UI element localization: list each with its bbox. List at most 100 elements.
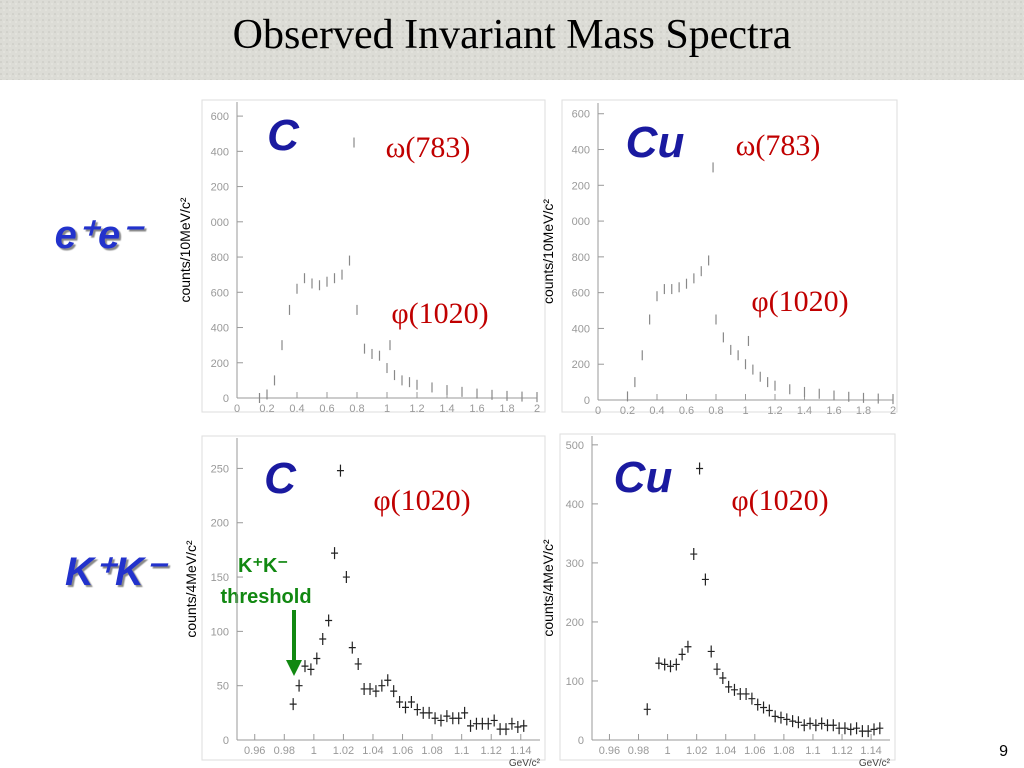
x-tick-label: 0 <box>595 405 601 417</box>
data-point <box>783 713 791 726</box>
y-tick-label: 600 <box>211 287 229 299</box>
chart-title: Cu <box>614 453 673 502</box>
y-tick-label: 400 <box>572 323 590 335</box>
y-tick-label: 0 <box>223 393 229 405</box>
data-point <box>818 717 826 730</box>
annotation: φ(1020) <box>731 484 828 517</box>
x-tick-label: 1.06 <box>392 745 413 757</box>
y-tick-label: 0 <box>223 735 229 747</box>
data-point <box>672 658 680 671</box>
data-point <box>496 723 504 736</box>
data-point <box>455 712 463 725</box>
x-tick-label: 1.1 <box>454 745 469 757</box>
x-tick-label: 0.6 <box>319 403 334 415</box>
data-point <box>666 660 674 673</box>
x-tick-label: 1.04 <box>715 745 736 757</box>
data-point <box>829 719 837 732</box>
data-point <box>812 719 820 732</box>
x-tick-label: 1 <box>742 405 748 417</box>
y-tick-label: 000 <box>211 217 229 229</box>
data-point <box>431 712 439 725</box>
data-point <box>419 706 427 719</box>
y-tick-label: 100 <box>566 676 584 688</box>
data-point <box>401 701 409 714</box>
row-label: e⁺e⁻ <box>55 213 146 257</box>
data-point <box>707 645 715 658</box>
x-tick-label: 1.6 <box>826 405 841 417</box>
data-point <box>794 716 802 729</box>
data-point <box>372 685 380 698</box>
data-point <box>760 701 768 714</box>
page-number: 9 <box>999 743 1008 760</box>
x-tick-label: 0.2 <box>620 405 635 417</box>
data-point <box>295 679 303 692</box>
x-axis-label: GeV/c² <box>509 758 541 768</box>
x-axis-label: GeV/c² <box>859 758 891 768</box>
chart-title: C <box>267 111 300 160</box>
data-point <box>765 704 773 717</box>
y-tick-label: 600 <box>572 109 590 121</box>
x-tick-label: 1.04 <box>362 745 383 757</box>
x-tick-label: 1.1 <box>805 745 820 757</box>
y-tick-label: 200 <box>211 358 229 370</box>
y-tick-label: 400 <box>211 323 229 335</box>
data-point <box>806 717 814 730</box>
data-point <box>800 719 808 732</box>
x-tick-label: 2 <box>890 405 896 417</box>
data-point <box>413 703 421 716</box>
plot-frame <box>559 433 896 761</box>
data-point <box>301 660 309 673</box>
x-tick-label: 0.96 <box>599 745 620 757</box>
y-tick-label: 100 <box>211 626 229 638</box>
data-point <box>443 710 451 723</box>
x-tick-label: 1 <box>665 745 671 757</box>
y-tick-label: 200 <box>572 180 590 192</box>
annotation: ω(783) <box>736 129 821 162</box>
threshold-label: K⁺K⁻ <box>238 555 288 577</box>
y-tick-label: 800 <box>211 252 229 264</box>
x-tick-label: 1 <box>384 403 390 415</box>
data-point <box>730 683 738 696</box>
y-tick-label: 500 <box>566 440 584 452</box>
data-point <box>696 462 704 475</box>
data-point <box>678 648 686 661</box>
x-tick-label: 1.8 <box>499 403 514 415</box>
threshold-label: threshold <box>220 586 311 608</box>
data-point <box>719 672 727 685</box>
title-band <box>0 0 1024 80</box>
x-tick-label: 1.02 <box>686 745 707 757</box>
data-point <box>449 712 457 725</box>
data-point <box>336 464 344 477</box>
x-tick-label: 1.02 <box>333 745 354 757</box>
data-point <box>366 682 374 695</box>
slide-title: Observed Invariant Mass Spectra <box>233 12 792 58</box>
data-point <box>701 573 709 586</box>
data-point <box>425 706 433 719</box>
data-point <box>384 674 392 687</box>
data-point <box>864 725 872 738</box>
x-tick-label: 0.98 <box>628 745 649 757</box>
data-point <box>461 706 469 719</box>
y-tick-label: 800 <box>572 252 590 264</box>
data-point <box>748 692 756 705</box>
y-axis-label: counts/4MeV/c² <box>183 540 199 638</box>
data-point <box>690 548 698 561</box>
data-point <box>684 640 692 653</box>
y-tick-label: 200 <box>566 617 584 629</box>
data-point <box>342 571 350 584</box>
data-point <box>472 717 480 730</box>
x-tick-label: 1.08 <box>421 745 442 757</box>
data-point <box>331 547 339 560</box>
data-point <box>396 695 404 708</box>
x-tick-label: 2 <box>534 403 540 415</box>
data-point <box>289 698 297 711</box>
data-point <box>484 717 492 730</box>
data-point <box>754 698 762 711</box>
data-point <box>771 710 779 723</box>
x-tick-label: 0.6 <box>679 405 694 417</box>
row-label: K⁺K⁻ <box>65 550 169 594</box>
y-tick-label: 150 <box>211 572 229 584</box>
x-tick-label: 1.12 <box>481 745 502 757</box>
annotation: φ(1020) <box>391 297 488 330</box>
